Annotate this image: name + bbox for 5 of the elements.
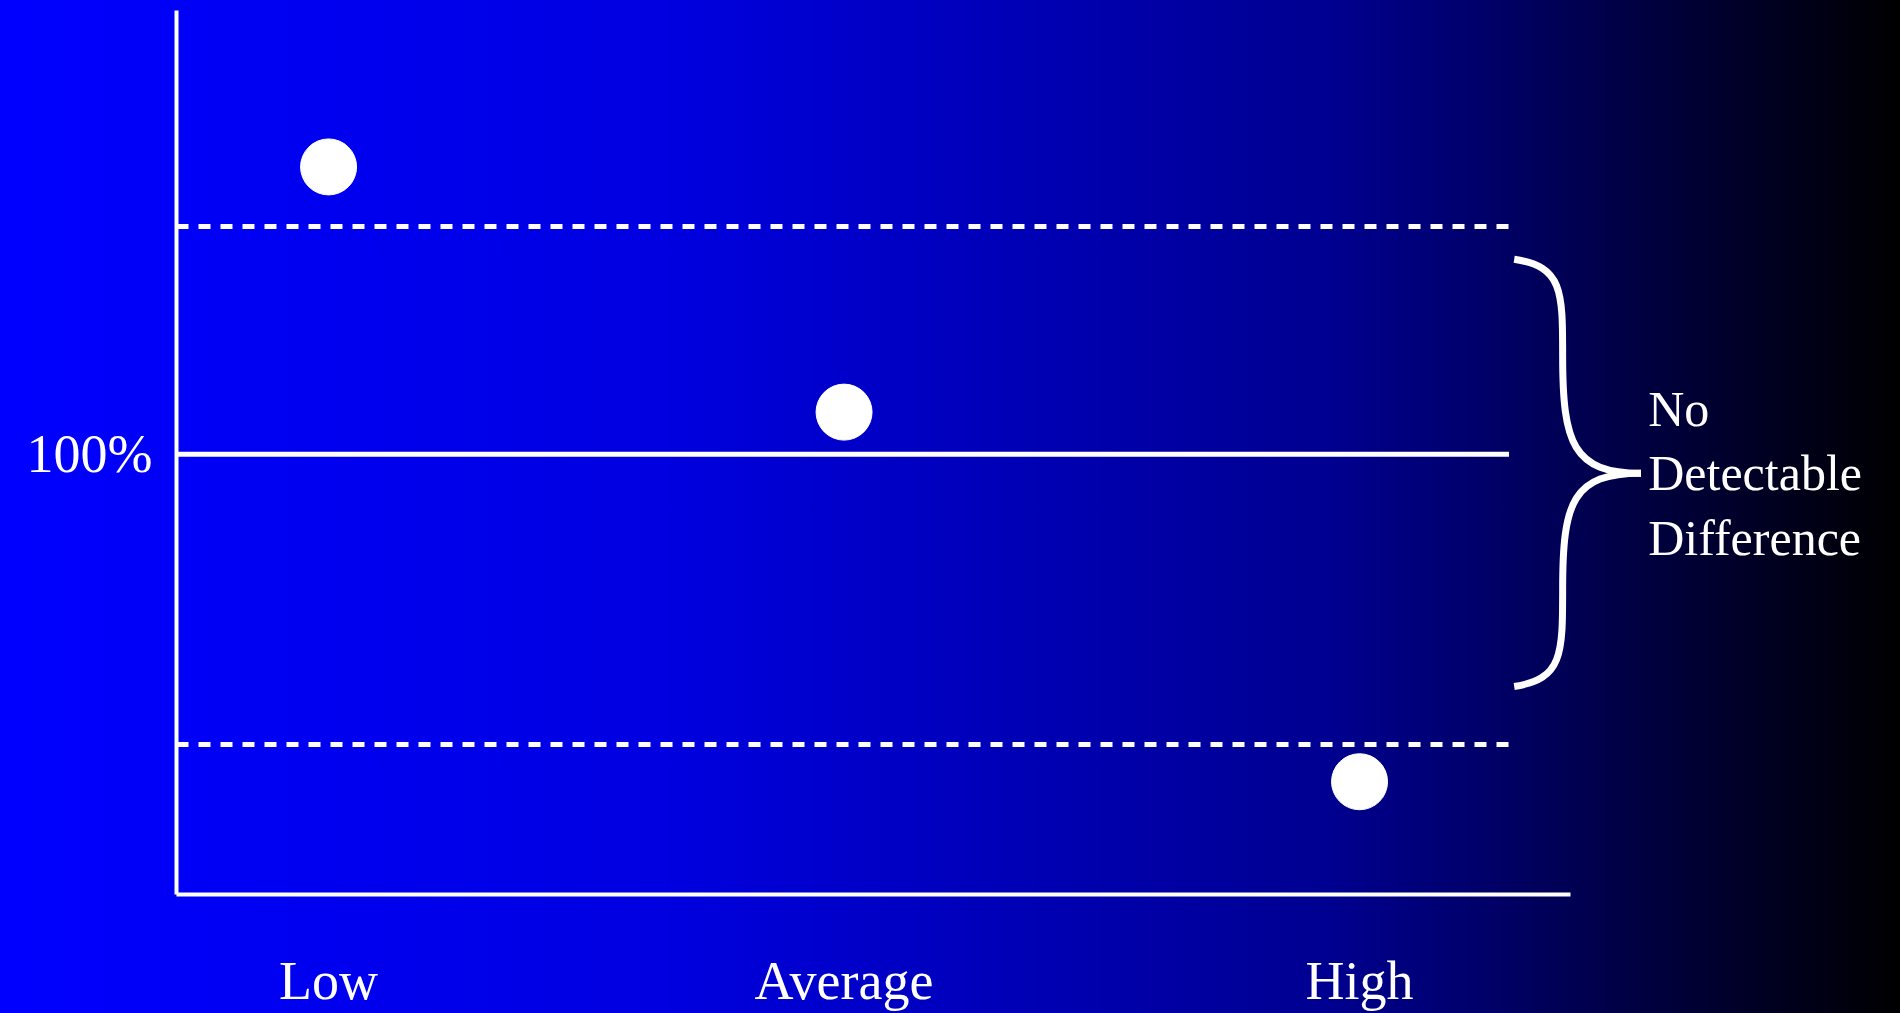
text: 100% — [26, 424, 153, 485]
text: No Detectable Difference — [1648, 380, 1862, 566]
x-tick-label: Average — [754, 950, 934, 1011]
x-tick-label: Low — [279, 950, 379, 1011]
x-tick-label: High — [1305, 950, 1414, 1011]
